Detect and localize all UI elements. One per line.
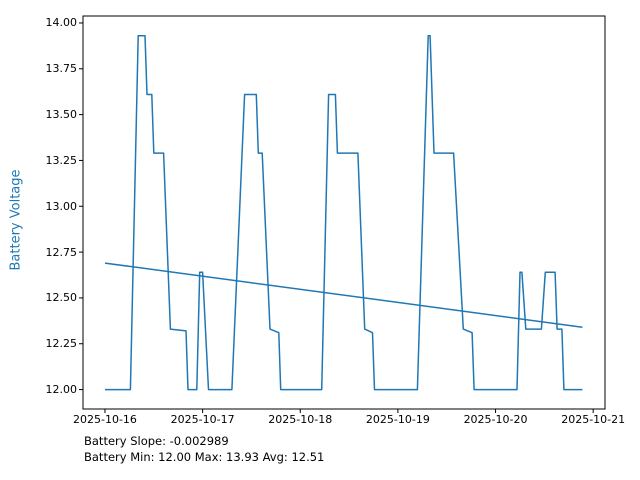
y-tick-label: 13.75 [45,62,78,76]
x-tick-label: 2025-10-18 [268,413,333,426]
y-tick-label: 14.00 [45,16,78,30]
y-tick-label: 12.00 [45,383,78,397]
y-axis-label: Battery Voltage [8,169,24,271]
x-tick-label: 2025-10-16 [73,413,137,426]
y-tick-label: 13.00 [45,199,78,213]
y-tick-label: 12.25 [45,337,78,351]
battery_voltage-line [105,35,583,391]
trend_line-line [104,262,583,328]
x-tick-label: 2025-10-17 [170,413,235,426]
x-tick-label: 2025-10-19 [365,413,430,426]
battery-slope-text: Battery Slope: -0.002989 [84,434,229,448]
x-tick-label: 2025-10-21 [561,413,626,426]
axes-frame [82,15,606,410]
y-tick-label: 13.25 [45,153,78,167]
x-tick-label: 2025-10-20 [463,413,528,426]
y-tick-label: 13.50 [45,108,78,122]
battery-stats-text: Battery Min: 12.00 Max: 13.93 Avg: 12.51 [84,450,325,464]
y-tick-label: 12.75 [45,245,78,259]
y-tick-label: 12.50 [45,291,78,305]
